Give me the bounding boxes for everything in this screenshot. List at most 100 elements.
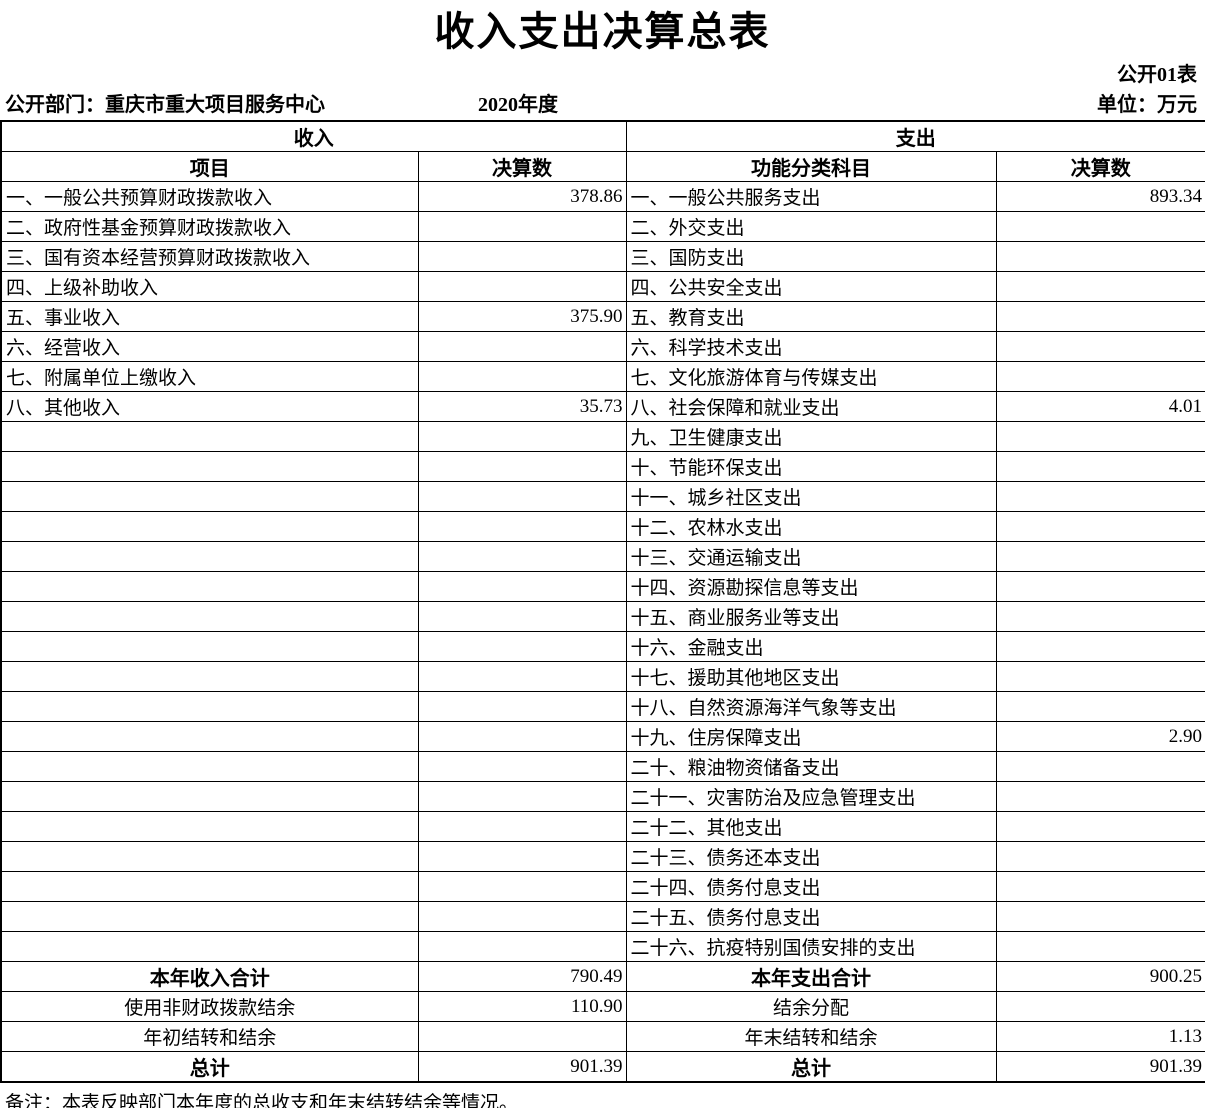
expense-item-cell: 总计 xyxy=(625,1051,997,1083)
income-value-cell xyxy=(417,271,627,302)
expense-value-cell xyxy=(995,481,1205,512)
expense-value-cell: 893.34 xyxy=(995,181,1205,212)
income-value-cell xyxy=(417,751,627,782)
expense-value-cell: 901.39 xyxy=(995,1051,1205,1083)
expense-item-cell: 二十、粮油物资储备支出 xyxy=(625,751,997,782)
expense-value-cell xyxy=(995,211,1205,242)
income-item-cell xyxy=(0,721,419,752)
income-value-cell: 901.39 xyxy=(417,1051,627,1083)
income-value-cell xyxy=(417,361,627,392)
summary-row: 总计 901.39 总计 901.39 xyxy=(0,1051,1205,1083)
meta-line: 公开部门：重庆市重大项目服务中心 2020年度 单位：万元 xyxy=(0,88,1205,116)
income-item-cell: 五、事业收入 xyxy=(0,301,419,332)
table-row: 四、上级补助收入 四、公共安全支出 xyxy=(0,271,1205,302)
income-value-cell xyxy=(417,601,627,632)
income-item-cell xyxy=(0,871,419,902)
column-header-row: 项目 决算数 功能分类科目 决算数 xyxy=(0,151,1205,182)
expense-value-cell xyxy=(995,241,1205,272)
income-item-cell xyxy=(0,751,419,782)
table-code: 公开01表 xyxy=(1117,64,1197,86)
expense-value-cell: 4.01 xyxy=(995,391,1205,422)
expense-value-cell xyxy=(995,541,1205,572)
table-row: 七、附属单位上缴收入 七、文化旅游体育与传媒支出 xyxy=(0,361,1205,392)
income-value-col-header: 决算数 xyxy=(417,151,627,182)
unit-label: 单位：万元 xyxy=(1097,94,1197,116)
summary-row: 使用非财政拨款结余 110.90 结余分配 xyxy=(0,991,1205,1022)
table-row: 十一、城乡社区支出 xyxy=(0,481,1205,512)
expense-item-cell: 十六、金融支出 xyxy=(625,631,997,662)
income-item-cell xyxy=(0,481,419,512)
expense-value-cell xyxy=(995,811,1205,842)
income-item-cell: 七、附属单位上缴收入 xyxy=(0,361,419,392)
income-value-cell xyxy=(417,241,627,272)
expense-item-cell: 二十五、债务付息支出 xyxy=(625,901,997,932)
income-value-cell xyxy=(417,511,627,542)
table-row: 十、节能环保支出 xyxy=(0,451,1205,482)
table-row: 十三、交通运输支出 xyxy=(0,541,1205,572)
expense-item-col-header: 功能分类科目 xyxy=(625,151,997,182)
income-value-cell: 375.90 xyxy=(417,301,627,332)
income-value-cell xyxy=(417,1021,627,1052)
income-item-cell xyxy=(0,421,419,452)
expense-item-cell: 四、公共安全支出 xyxy=(625,271,997,302)
expense-value-cell xyxy=(995,421,1205,452)
table-row: 十二、农林水支出 xyxy=(0,511,1205,542)
income-item-cell xyxy=(0,631,419,662)
income-item-cell xyxy=(0,601,419,632)
income-item-cell xyxy=(0,841,419,872)
table-row: 八、其他收入 35.73 八、社会保障和就业支出 4.01 xyxy=(0,391,1205,422)
expense-value-cell: 2.90 xyxy=(995,721,1205,752)
table-row: 十九、住房保障支出 2.90 xyxy=(0,721,1205,752)
table-row: 五、事业收入 375.90 五、教育支出 xyxy=(0,301,1205,332)
table-row: 二十四、债务付息支出 xyxy=(0,871,1205,902)
income-value-cell xyxy=(417,211,627,242)
income-value-cell xyxy=(417,571,627,602)
income-item-cell xyxy=(0,451,419,482)
income-item-cell xyxy=(0,931,419,962)
income-value-cell: 790.49 xyxy=(417,961,627,992)
expense-section-header: 支出 xyxy=(625,120,1205,152)
income-item-cell: 三、国有资本经营预算财政拨款收入 xyxy=(0,241,419,272)
table-row: 二十三、债务还本支出 xyxy=(0,841,1205,872)
income-item-cell xyxy=(0,691,419,722)
expense-value-cell xyxy=(995,271,1205,302)
income-item-cell xyxy=(0,571,419,602)
income-value-cell xyxy=(417,481,627,512)
table-row: 六、经营收入 六、科学技术支出 xyxy=(0,331,1205,362)
table-row: 二十六、抗疫特别国债安排的支出 xyxy=(0,931,1205,962)
expense-value-cell xyxy=(995,511,1205,542)
income-value-cell xyxy=(417,331,627,362)
income-item-cell: 六、经营收入 xyxy=(0,331,419,362)
expense-item-cell: 二十一、灾害防治及应急管理支出 xyxy=(625,781,997,812)
year-label: 2020年度 xyxy=(478,94,558,116)
department-label: 公开部门：重庆市重大项目服务中心 xyxy=(5,94,325,116)
income-value-cell xyxy=(417,721,627,752)
table-row: 三、国有资本经营预算财政拨款收入 三、国防支出 xyxy=(0,241,1205,272)
footnote: 备注：本表反映部门本年度的总收支和年末结转结余等情况。 xyxy=(5,1093,519,1108)
expense-value-cell xyxy=(995,901,1205,932)
expense-item-cell: 十七、援助其他地区支出 xyxy=(625,661,997,692)
expense-item-cell: 九、卫生健康支出 xyxy=(625,421,997,452)
table-row: 二、政府性基金预算财政拨款收入 二、外交支出 xyxy=(0,211,1205,242)
expense-value-cell xyxy=(995,601,1205,632)
income-item-cell: 一、一般公共预算财政拨款收入 xyxy=(0,181,419,212)
page-title: 收入支出决算总表 xyxy=(434,9,771,54)
expense-item-cell: 一、一般公共服务支出 xyxy=(625,181,997,212)
income-section-header: 收入 xyxy=(0,120,627,152)
expense-value-cell xyxy=(995,871,1205,902)
accounts-table: 收入 支出 项目 决算数 功能分类科目 决算数 一、一般公共预算财政拨款收入 37… xyxy=(0,120,1205,1083)
income-value-cell xyxy=(417,691,627,722)
income-value-cell xyxy=(417,781,627,812)
expense-value-cell xyxy=(995,691,1205,722)
income-value-cell xyxy=(417,541,627,572)
expense-item-cell: 二十四、债务付息支出 xyxy=(625,871,997,902)
table-row: 一、一般公共预算财政拨款收入 378.86 一、一般公共服务支出 893.34 xyxy=(0,181,1205,212)
expense-value-cell xyxy=(995,751,1205,782)
expense-value-cell xyxy=(995,781,1205,812)
expense-value-col-header: 决算数 xyxy=(995,151,1205,182)
income-item-cell xyxy=(0,811,419,842)
income-item-cell xyxy=(0,781,419,812)
expense-item-cell: 本年支出合计 xyxy=(625,961,997,992)
table-row: 十六、金融支出 xyxy=(0,631,1205,662)
expense-value-cell xyxy=(995,301,1205,332)
